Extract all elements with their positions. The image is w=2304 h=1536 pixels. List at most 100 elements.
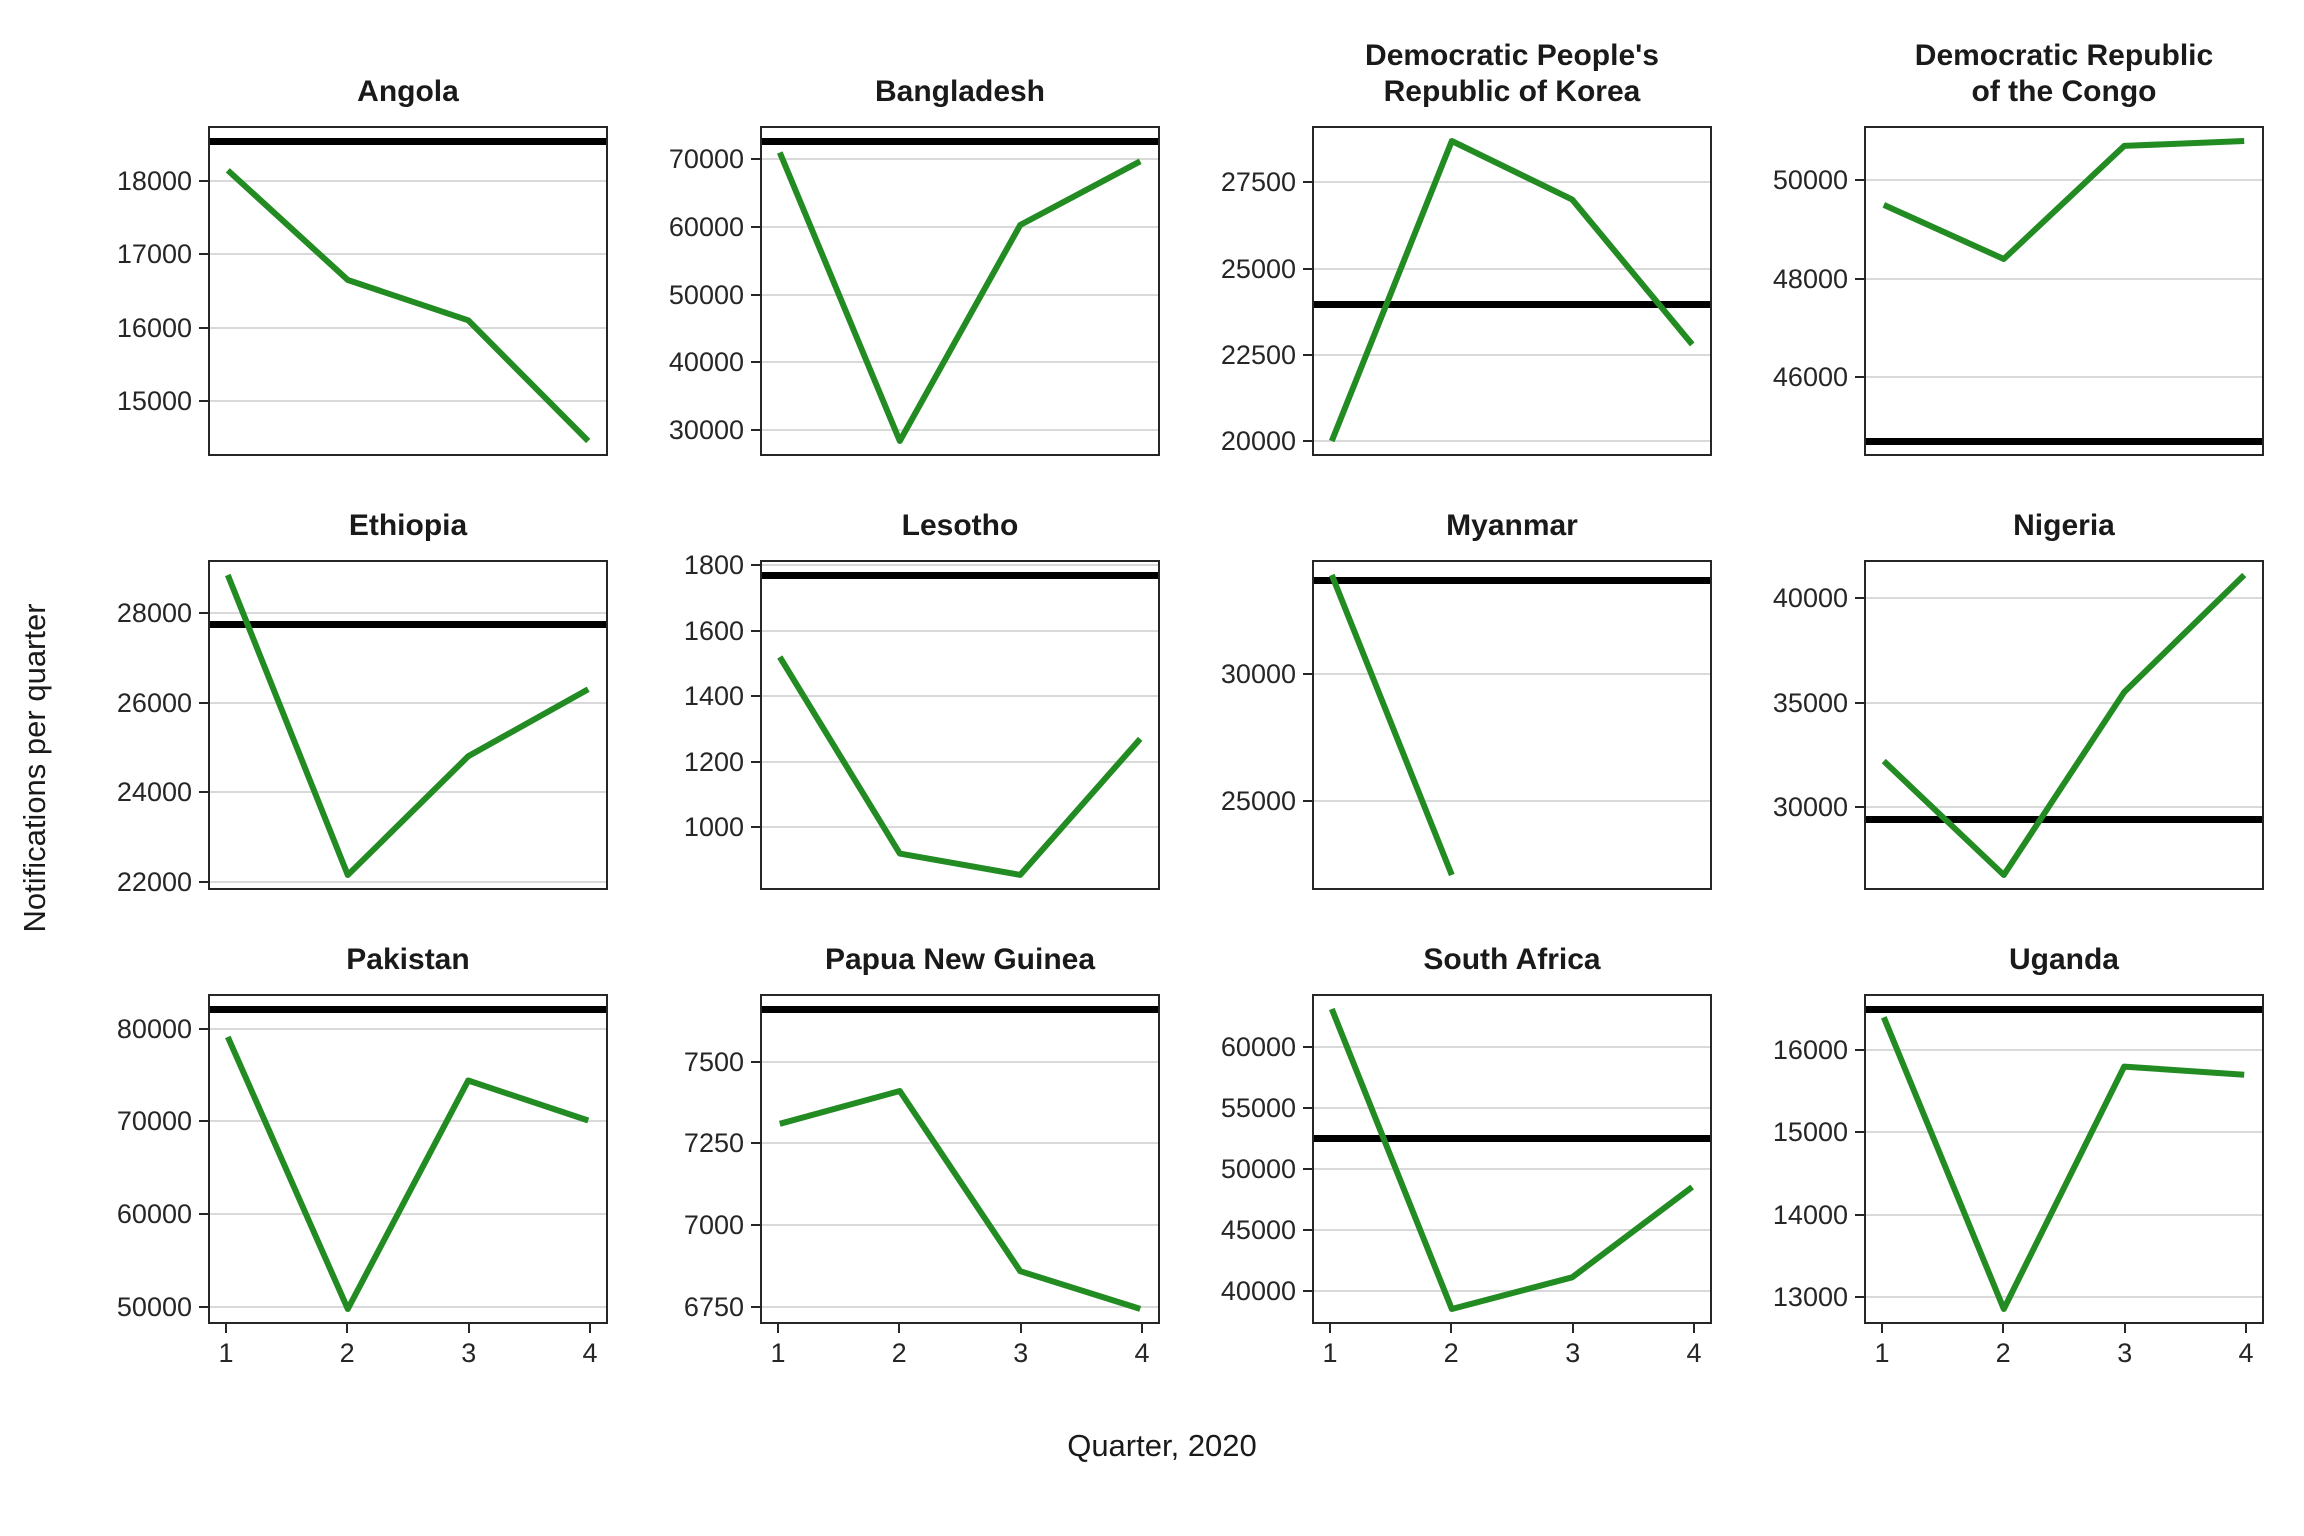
y-tick-mark (1855, 597, 1864, 599)
gridline (1314, 1106, 1710, 1109)
y-tick-label: 60000 (116, 1199, 192, 1230)
y-tick-label: 25000 (1220, 786, 1296, 817)
gridline (1314, 353, 1710, 356)
y-tick-label: 7500 (683, 1046, 744, 1077)
gridline (762, 1060, 1158, 1063)
y-tick-label: 27500 (1220, 167, 1296, 198)
y-tick-mark (199, 612, 208, 615)
y-tick-mark (751, 1142, 760, 1145)
plot-row: 22000 24000 26000 28000 (58, 560, 610, 895)
y-tick-label: 26000 (116, 687, 192, 718)
gridline (762, 226, 1158, 228)
series-line (1329, 573, 1455, 877)
x-tick-label: 1 (1322, 1338, 1338, 1368)
gridline (762, 760, 1158, 763)
y-tick-label: 22000 (116, 866, 192, 897)
y-tick-label: 1600 (683, 615, 744, 646)
y-tick-mark (1855, 1213, 1864, 1216)
y-tick-mark (199, 326, 208, 329)
reference-line (762, 571, 1158, 579)
y-tick-label: 20000 (1220, 426, 1296, 456)
plot-row: 46000 48000 50000 (1714, 126, 2266, 456)
x-axis-ticks: 1 2 3 4 (208, 1324, 608, 1378)
y-axis-title: Notifications per quarter (17, 603, 52, 933)
gridline (762, 564, 1158, 567)
facet-title: Angola (357, 75, 459, 108)
x-tick-mark (1019, 1324, 1022, 1333)
plot-row: 30000 40000 50000 60000 70000 (610, 126, 1162, 456)
y-tick-mark (751, 629, 760, 632)
y-tick-label: 24000 (116, 777, 192, 808)
reference-line (210, 620, 606, 628)
facet-bangladesh: Bangladesh 30000 40000 50000 60000 70000 (610, 8, 1162, 456)
series-line (225, 1035, 590, 1312)
x-tick-label: 2 (339, 1338, 355, 1368)
gridline (1314, 673, 1710, 676)
gridline (1866, 277, 2262, 280)
gridline (762, 158, 1158, 161)
y-tick-label: 7000 (683, 1210, 744, 1241)
y-tick-mark (751, 361, 760, 364)
x-axis-ticks: 1 2 3 4 (1312, 1324, 1712, 1378)
gridline (210, 1027, 606, 1030)
series-line (1329, 138, 1695, 443)
y-axis-gutter: 13000 14000 15000 16000 (1714, 994, 1864, 1324)
panel (1312, 994, 1712, 1324)
y-tick-mark (199, 1213, 208, 1216)
y-tick-label: 7250 (683, 1128, 744, 1159)
gridline (210, 399, 606, 402)
y-tick-label: 60000 (1220, 1031, 1296, 1062)
series-line (1881, 572, 2247, 878)
y-tick-label: 70000 (668, 144, 744, 175)
chart-area: Angola 15000 16000 17000 18000 Bangladesh 3000… (58, 8, 2266, 1378)
facet-democratic-people-s-republic-of-korea: Democratic People's Republic of Korea 200… (1162, 8, 1714, 456)
y-tick-mark (1855, 179, 1864, 182)
y-axis-gutter: 15000 16000 17000 18000 (58, 126, 208, 456)
gridline (1314, 267, 1710, 270)
facet-title: Lesotho (901, 509, 1019, 542)
x-tick-label: 1 (1874, 1338, 1890, 1368)
series-line-layer (1881, 572, 2247, 878)
facet-title: Uganda (2008, 943, 2119, 976)
y-axis-gutter: 30000 35000 40000 (1714, 560, 1864, 890)
y-tick-label: 1200 (683, 746, 744, 777)
panel (760, 994, 1160, 1324)
y-tick-label: 15000 (116, 385, 192, 416)
y-tick-mark (751, 1306, 760, 1309)
y-tick-label: 45000 (1220, 1214, 1296, 1245)
y-tick-label: 30000 (668, 415, 744, 446)
series-line (225, 573, 590, 878)
y-tick-label: 46000 (1772, 362, 1848, 393)
series-line-layer (1882, 138, 2245, 262)
y-tick-mark (751, 429, 760, 432)
series-line-layer (1329, 1007, 1695, 1312)
facet-title: Democratic People's Republic of Korea (1365, 39, 1659, 108)
x-tick-mark (1450, 1324, 1453, 1333)
y-tick-label: 17000 (116, 239, 192, 270)
series-line (1881, 1016, 2245, 1312)
gridline (210, 1306, 606, 1309)
y-tick-mark (199, 880, 208, 883)
gridline (1866, 701, 2262, 704)
y-tick-mark (199, 1027, 208, 1030)
panel (1864, 994, 2264, 1324)
plot-row: 40000 45000 50000 55000 60000 (1162, 994, 1714, 1324)
panel (208, 560, 608, 890)
y-tick-label: 60000 (668, 212, 744, 242)
gridline (210, 612, 606, 615)
reference-line (1866, 437, 2262, 445)
y-tick-label: 18000 (116, 166, 192, 197)
y-tick-label: 6750 (683, 1292, 744, 1323)
y-tick-mark (751, 695, 760, 698)
facet-title: Pakistan (346, 943, 470, 976)
y-tick-label: 48000 (1772, 263, 1848, 294)
x-tick-label: 3 (1013, 1338, 1029, 1368)
series-line (1329, 1007, 1695, 1312)
x-tick-label: 2 (891, 1338, 907, 1368)
panel (208, 994, 608, 1324)
y-tick-label: 1400 (683, 681, 744, 712)
y-axis-gutter: 1000 1200 1400 1600 1800 (610, 552, 760, 890)
y-tick-mark (1303, 440, 1312, 442)
series-line-layer (1881, 1016, 2245, 1312)
